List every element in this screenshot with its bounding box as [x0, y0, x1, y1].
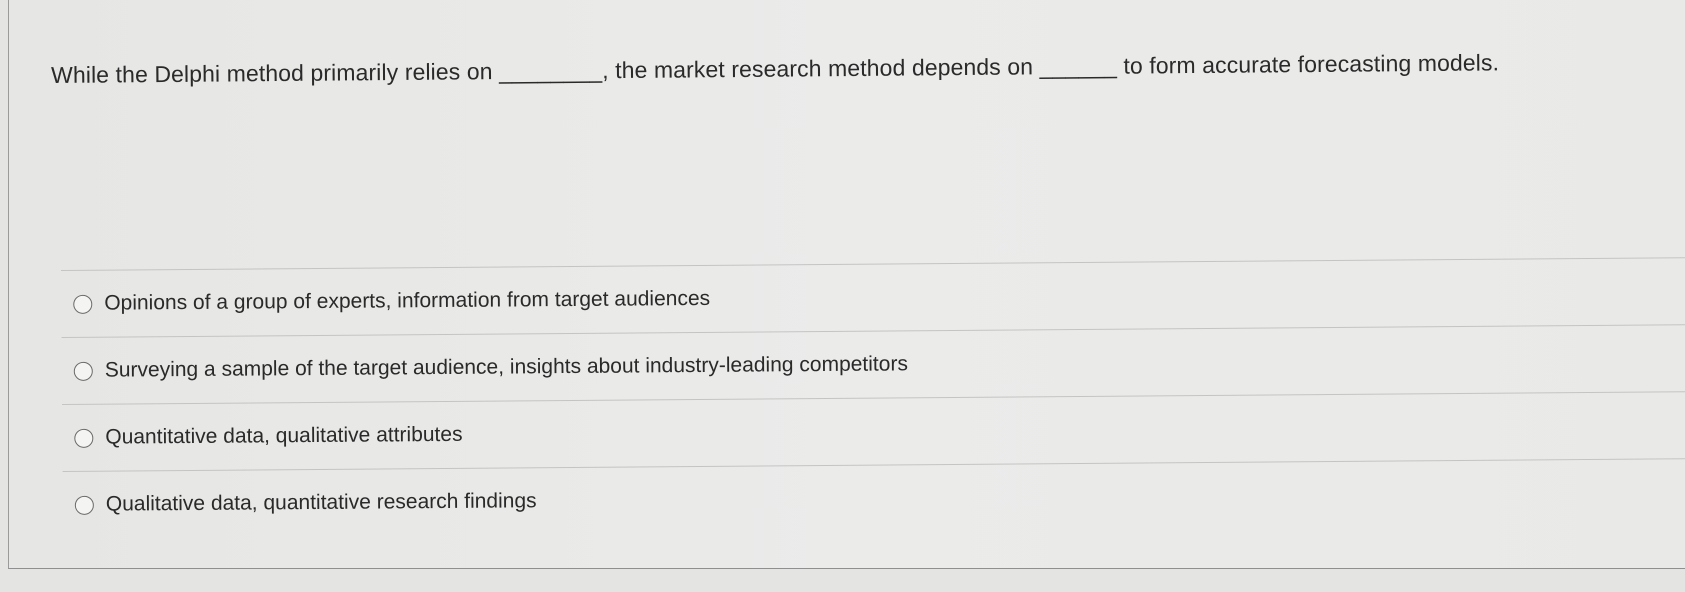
answer-option-4[interactable]: Qualitative data, quantitative research … [63, 459, 1685, 538]
radio-button-icon[interactable] [73, 361, 93, 381]
answer-option-3[interactable]: Quantitative data, qualitative attribute… [62, 392, 1685, 472]
answer-option-1[interactable]: Opinions of a group of experts, informat… [61, 258, 1685, 338]
answer-options: Opinions of a group of experts, informat… [61, 257, 1685, 538]
option-label: Quantitative data, qualitative attribute… [105, 422, 463, 449]
radio-button-icon[interactable] [73, 294, 93, 314]
option-label: Opinions of a group of experts, informat… [104, 286, 711, 315]
radio-button-icon[interactable] [74, 495, 94, 515]
question-text: While the Delphi method primarily relies… [51, 49, 1500, 88]
option-label: Surveying a sample of the target audienc… [104, 352, 908, 382]
answer-option-2[interactable]: Surveying a sample of the target audienc… [61, 325, 1685, 405]
option-label: Qualitative data, quantitative research … [105, 489, 537, 516]
radio-button-icon[interactable] [74, 428, 94, 448]
question-panel: While the Delphi method primarily relies… [8, 0, 1685, 569]
